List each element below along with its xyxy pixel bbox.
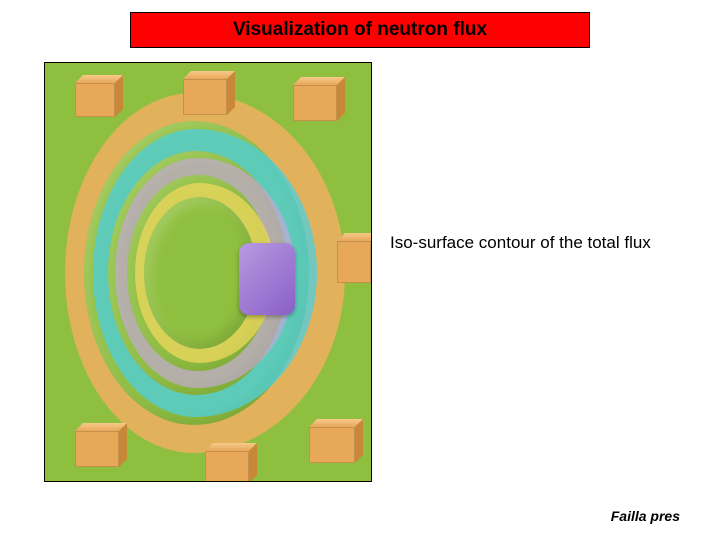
coil-block-2 (293, 77, 337, 113)
title-bar: Visualization of neutron flux (130, 12, 590, 48)
coil-block-3 (337, 233, 371, 275)
coil-block-0 (75, 75, 115, 109)
coil-block-1 (183, 71, 227, 107)
title-text: Visualization of neutron flux (233, 19, 487, 41)
coil-block-6 (309, 419, 355, 455)
core-region (239, 243, 295, 315)
figure-caption: Iso-surface contour of the total flux (390, 232, 670, 253)
coil-block-5 (205, 443, 249, 475)
attribution-text: Failla pres (611, 508, 680, 524)
visualization-panel (44, 62, 372, 482)
coil-block-4 (75, 423, 119, 459)
